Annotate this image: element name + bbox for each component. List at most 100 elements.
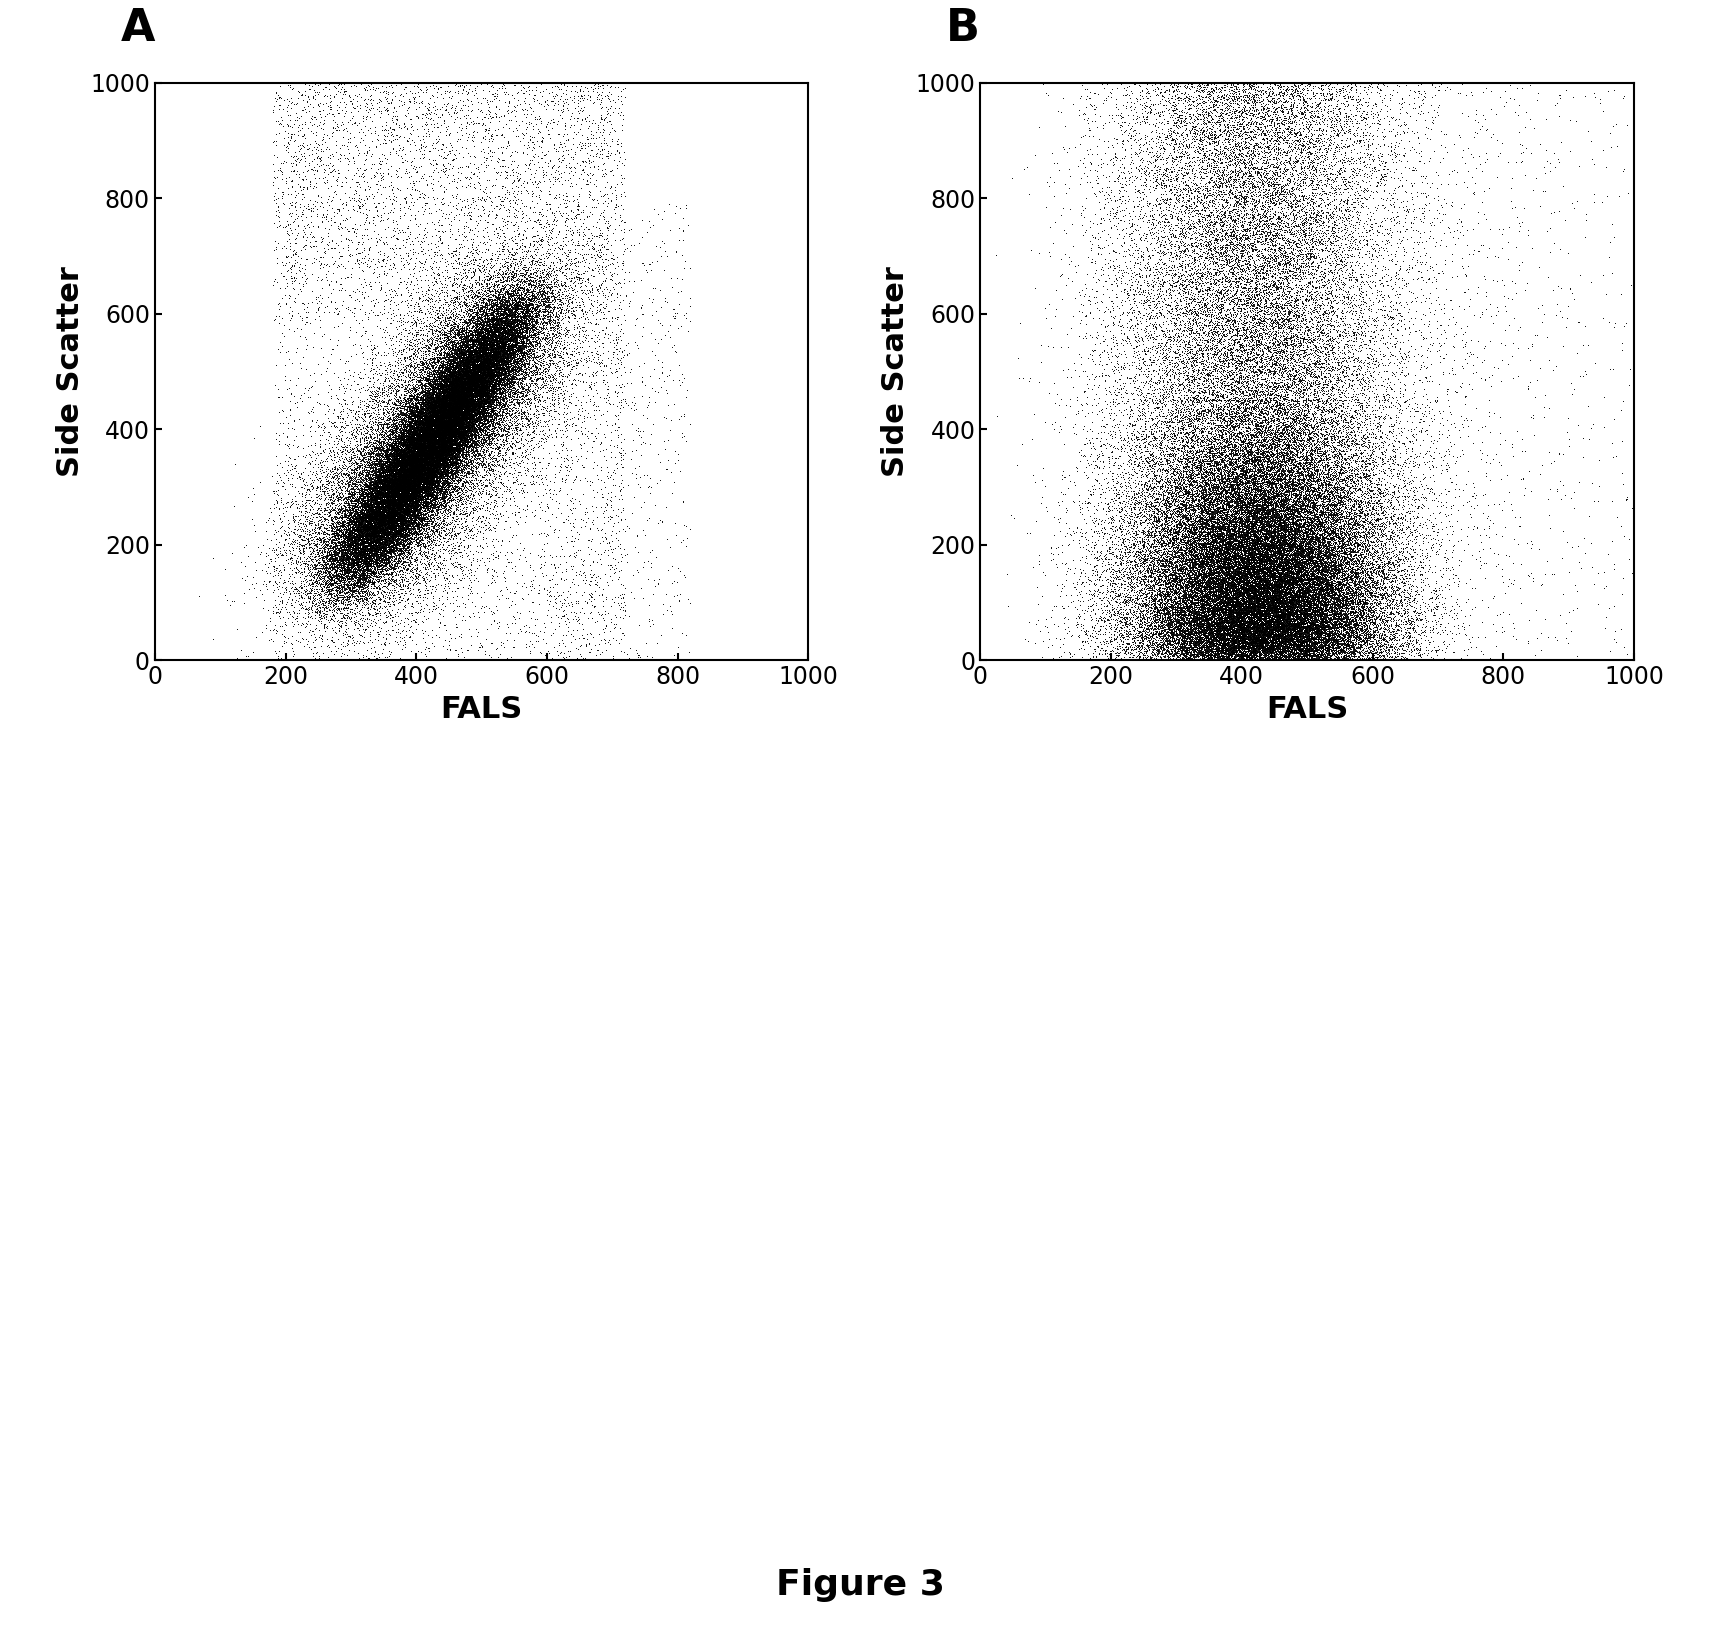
Point xyxy=(392,466,420,492)
Point xyxy=(1194,532,1221,558)
Point xyxy=(1209,570,1237,596)
Point xyxy=(1233,469,1261,495)
Point xyxy=(428,419,456,446)
Point xyxy=(1266,594,1293,621)
Point xyxy=(420,390,447,416)
Point xyxy=(1189,515,1216,542)
Point xyxy=(1206,550,1233,576)
Point xyxy=(1285,426,1312,452)
Point xyxy=(499,267,526,294)
Point xyxy=(359,494,387,520)
Point xyxy=(1250,636,1278,662)
Point xyxy=(1261,117,1288,144)
Point xyxy=(1225,479,1252,505)
Point xyxy=(1273,266,1300,292)
Point xyxy=(1276,617,1304,644)
Point xyxy=(1312,584,1340,611)
Point xyxy=(365,517,392,543)
Point xyxy=(1192,530,1219,556)
Point xyxy=(1268,546,1295,573)
Point xyxy=(1199,609,1226,636)
Point xyxy=(397,438,425,464)
Point xyxy=(1185,517,1213,543)
Point xyxy=(1309,490,1336,517)
Point xyxy=(1204,566,1232,593)
Point xyxy=(1347,558,1374,584)
Point xyxy=(1278,566,1305,593)
Point xyxy=(1244,540,1271,566)
Point xyxy=(385,434,413,461)
Point xyxy=(385,462,413,489)
Point xyxy=(1103,91,1130,117)
Point xyxy=(420,413,447,439)
Point xyxy=(1156,533,1183,560)
Point xyxy=(1237,165,1264,192)
Point xyxy=(1158,641,1185,667)
Point xyxy=(1269,152,1297,178)
Point xyxy=(1240,545,1268,571)
Point xyxy=(1247,548,1275,575)
Point xyxy=(1264,504,1292,530)
Point xyxy=(1207,522,1235,548)
Point xyxy=(1335,560,1362,586)
Point xyxy=(339,467,366,494)
Point xyxy=(1252,646,1280,672)
Point xyxy=(1209,606,1237,632)
Point xyxy=(1137,523,1164,550)
Point xyxy=(473,345,501,371)
Point xyxy=(1330,414,1357,441)
Point xyxy=(1271,477,1299,504)
Point xyxy=(399,446,427,472)
Point xyxy=(1275,598,1302,624)
Point xyxy=(384,497,411,523)
Point xyxy=(1268,566,1295,593)
Point xyxy=(366,499,394,525)
Point xyxy=(1240,505,1268,532)
Point xyxy=(1424,162,1452,188)
Point xyxy=(1336,647,1364,674)
Point xyxy=(483,312,511,338)
Point xyxy=(1147,558,1175,584)
Point xyxy=(1577,269,1605,296)
Point xyxy=(342,555,370,581)
Point xyxy=(1379,641,1407,667)
Point xyxy=(1395,434,1422,461)
Point xyxy=(1173,495,1201,522)
Point xyxy=(1405,451,1433,477)
Point xyxy=(361,513,389,540)
Point xyxy=(463,462,490,489)
Point xyxy=(359,525,387,551)
Point xyxy=(1180,624,1207,650)
Point xyxy=(411,439,439,466)
Point xyxy=(1326,466,1354,492)
Point xyxy=(494,370,521,396)
Point xyxy=(401,494,428,520)
Point xyxy=(1305,127,1333,154)
Point xyxy=(425,396,452,423)
Point xyxy=(1146,480,1173,507)
Point xyxy=(418,254,445,281)
Point xyxy=(1276,388,1304,414)
Point xyxy=(495,340,523,367)
Point xyxy=(430,353,458,380)
Point xyxy=(451,444,478,471)
Point xyxy=(1235,613,1262,639)
Point xyxy=(349,467,377,494)
Point xyxy=(1336,566,1364,593)
Point xyxy=(1204,540,1232,566)
Point xyxy=(1355,162,1383,188)
Point xyxy=(449,383,476,409)
Point xyxy=(1182,513,1209,540)
Point xyxy=(406,439,433,466)
Point xyxy=(411,423,439,449)
Point xyxy=(402,442,430,469)
Point xyxy=(1159,546,1187,573)
Point xyxy=(1257,363,1285,390)
Point xyxy=(1213,565,1240,591)
Point xyxy=(279,267,306,294)
Point xyxy=(399,480,427,507)
Point xyxy=(1331,581,1359,608)
Point xyxy=(463,381,490,408)
Point xyxy=(1283,647,1311,674)
Point xyxy=(1216,88,1244,114)
